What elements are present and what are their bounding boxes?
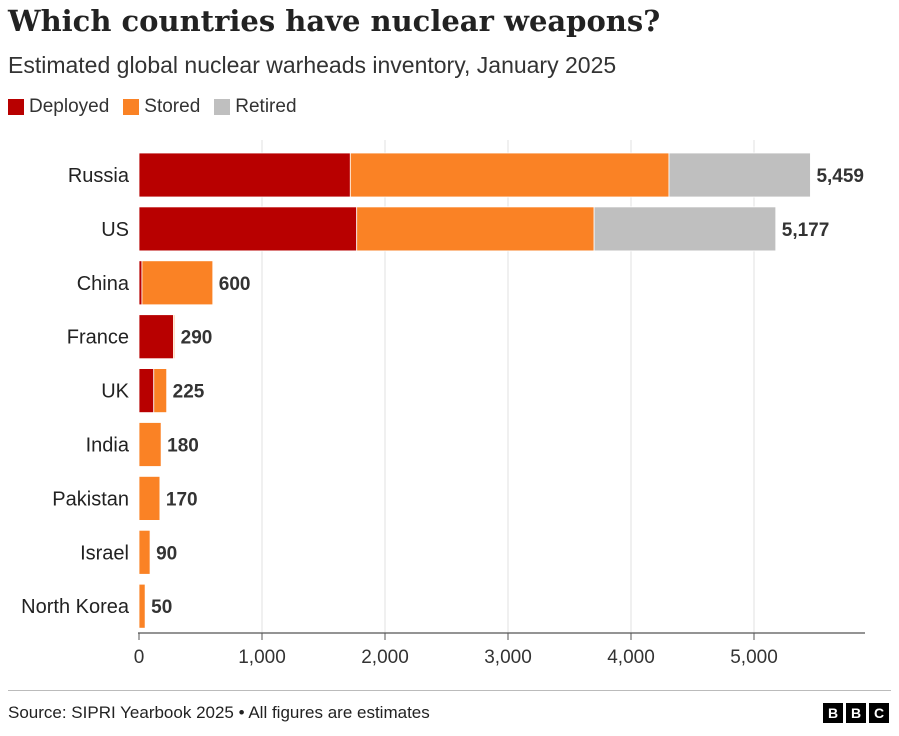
bar-us-retired [593,206,777,252]
bar-russia-stored [349,152,670,198]
bar-france-deployed [138,314,174,360]
x-tick-label-5000: 5,000 [730,647,778,668]
category-label-north-korea: North Korea [21,596,130,618]
bbc-logo-letter-3: C [869,703,889,723]
bar-chart: 0 1,000 2,000 3,000 4,000 5,000 Russia 5,459 US 5… [21,140,865,668]
x-tick-label-4000: 4,000 [607,647,655,668]
total-label-france: 290 [181,328,213,349]
total-label-russia: 5,459 [816,166,864,187]
x-tick-label-2000: 2,000 [361,647,409,668]
category-label-india: India [86,435,130,457]
bar-us-stored [356,206,595,252]
category-label-china: China [77,273,130,295]
category-label-us: US [101,219,129,241]
legend-item-stored: Stored [123,96,200,118]
total-label-china: 600 [219,274,251,295]
category-label-france: France [67,327,129,349]
total-label-uk: 225 [173,382,205,403]
bbc-logo: B B C [820,703,889,723]
source-note: Source: SIPRI Yearbook 2025 • All figure… [8,703,430,722]
category-label-russia: Russia [68,165,130,187]
total-label-india: 180 [167,436,199,457]
bar-us-deployed [138,206,358,252]
chart-subtitle: Estimated global nuclear warheads invent… [8,52,617,78]
legend-label-stored: Stored [144,96,201,117]
legend-swatch-retired [214,99,231,115]
bar-israel-stored [138,529,151,575]
total-label-north-korea: 50 [151,597,172,618]
footer-divider [8,690,891,691]
bar-china-stored [141,260,214,306]
x-tick-label-1000: 1,000 [238,647,286,668]
legend-swatch-stored [123,99,140,115]
total-label-israel: 90 [156,543,177,564]
chart-title: Which countries have nuclear weapons? [8,4,661,38]
bar-uk-deployed [138,368,155,414]
bbc-logo-letter-2: B [846,703,866,723]
bar-pakistan-stored [138,475,161,521]
bar-india-stored [138,422,162,467]
category-label-uk: UK [101,381,129,403]
category-label-israel: Israel [80,542,129,564]
bar-uk-stored [153,368,168,414]
bar-china-deployed [138,260,143,306]
x-tick-label-3000: 3,000 [484,647,532,668]
legend: Deployed Stored Retired [8,96,311,118]
category-label-pakistan: Pakistan [52,488,129,510]
legend-item-retired: Retired [214,96,297,118]
total-label-us: 5,177 [782,220,830,241]
bar-north-korea-stored [138,583,146,629]
total-label-pakistan: 170 [166,489,198,510]
bar-russia-deployed [138,152,351,198]
bar-russia-retired [668,152,811,198]
legend-swatch-deployed [8,99,24,115]
legend-item-deployed: Deployed [8,96,109,118]
x-tick-label-0: 0 [134,647,145,668]
legend-label-deployed: Deployed [29,96,110,117]
legend-label-retired: Retired [235,96,297,117]
bbc-logo-letter-1: B [823,703,843,723]
bar-france-stored [173,314,176,360]
